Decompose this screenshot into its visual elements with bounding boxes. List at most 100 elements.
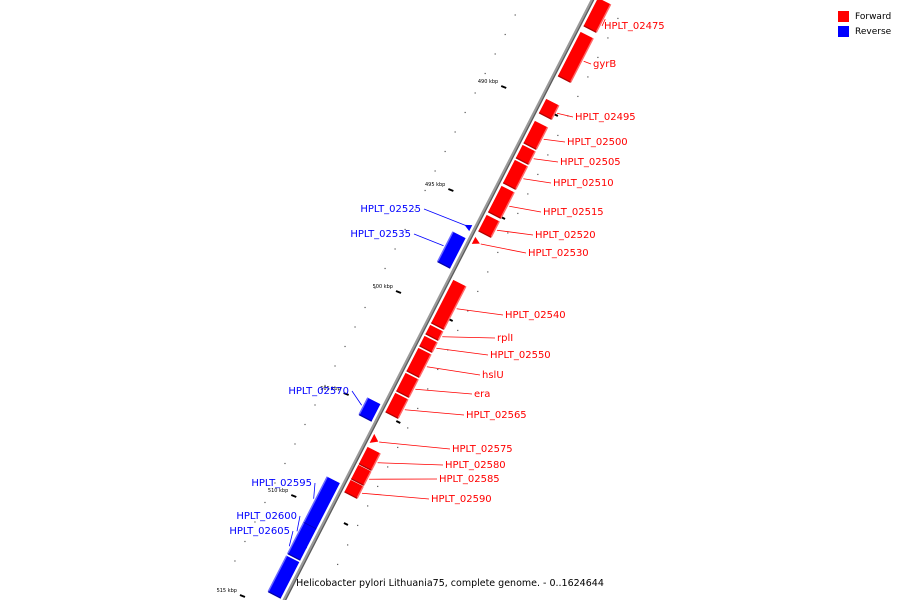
legend-item-reverse: Reverse — [838, 24, 891, 39]
track-dot — [254, 521, 256, 523]
track-dot — [397, 446, 399, 449]
gene-HPLT_02540 — [430, 279, 467, 330]
track-dot — [504, 33, 506, 36]
gene-label: HPLT_02525 — [360, 204, 421, 215]
track-dot — [607, 37, 609, 39]
gene-body — [437, 231, 466, 269]
gene-edge — [515, 157, 529, 165]
gene-highlight — [500, 191, 515, 219]
label-leader — [480, 243, 527, 254]
track-dot — [444, 150, 446, 153]
gene-label: HPLT_02550 — [490, 350, 551, 361]
gene-highlight — [287, 540, 296, 555]
track-dot — [507, 232, 509, 234]
track-dot — [597, 56, 599, 59]
gene-highlight — [418, 353, 432, 378]
track-dot — [294, 443, 296, 445]
gene-highlight — [437, 330, 444, 341]
track-dot — [404, 228, 406, 231]
gene-highlight — [431, 341, 438, 353]
gene-label: era — [474, 389, 490, 400]
gene-label: HPLT_02575 — [452, 444, 513, 455]
gene-edge — [350, 478, 365, 486]
label-leader — [379, 441, 451, 450]
gene-edge — [437, 261, 451, 269]
gene-label: HPLT_02475 — [604, 21, 665, 32]
tick-mark — [500, 85, 507, 89]
gene-HPLT_02505 — [515, 144, 536, 165]
label-leader — [601, 19, 606, 27]
tick-mark — [343, 522, 349, 526]
gene-highlight — [397, 398, 409, 419]
gene-edge — [396, 390, 410, 398]
track-dot — [387, 466, 389, 468]
gene-label: HPLT_02505 — [560, 157, 621, 168]
gene-HPLT_02500 — [523, 120, 549, 150]
gene-label: HPLT_02520 — [535, 230, 596, 241]
track-dot — [557, 134, 559, 137]
gene-label: HPLT_02565 — [466, 410, 527, 421]
label-leader — [509, 205, 542, 213]
gene-highlight — [569, 37, 594, 83]
gene-body — [558, 31, 594, 83]
gene-HPLT_02575 — [369, 433, 379, 443]
track-dot — [454, 131, 456, 133]
gene-edge — [583, 25, 597, 33]
tick-label: 490 kbp — [478, 79, 498, 85]
gene-highlight — [490, 220, 500, 238]
axis-shadow — [284, 0, 595, 600]
gene-body — [293, 522, 317, 549]
gene-highlight — [436, 231, 454, 263]
gene-body — [406, 347, 431, 378]
label-leader — [361, 492, 430, 500]
gene-highlight — [356, 485, 364, 499]
gene-highlight — [370, 452, 381, 471]
gene-edge — [538, 112, 552, 120]
track-dot — [427, 388, 429, 390]
track-dot — [274, 482, 276, 484]
track-dot — [434, 170, 436, 172]
gene-body — [303, 476, 340, 530]
genome-caption: Helicobacter pylori Lithuania75, complet… — [296, 578, 604, 589]
gene-label: HPLT_02600 — [236, 511, 297, 522]
track-dot — [484, 72, 486, 75]
track-dot — [547, 154, 549, 156]
gene-HPLT_02495 — [538, 98, 560, 120]
gene-label: HPLT_02540 — [505, 310, 566, 321]
gene-label: HPLT_02585 — [439, 474, 500, 485]
gene-highlight — [550, 104, 560, 120]
gene-label: HPLT_02595 — [251, 478, 312, 489]
track-dot — [264, 501, 266, 504]
gene-HPLT_02605 — [287, 540, 308, 561]
track-dot — [517, 212, 519, 215]
gene-labels: HPLT_02475 gyrB HPLT_02495 HPLT_02500 HPLT_0… — [229, 19, 665, 547]
gene-HPLT_02510 — [502, 159, 529, 190]
gene-body — [431, 279, 466, 330]
gene-highlight — [408, 378, 419, 398]
gene-HPLT_02590 — [344, 479, 364, 499]
label-leader — [436, 347, 489, 356]
track-dot — [334, 365, 336, 367]
gene-HPLT_02525 — [464, 224, 473, 232]
gene-highlight — [515, 165, 529, 190]
gene-highlight — [595, 3, 612, 33]
legend: Forward Reverse — [838, 9, 891, 39]
track-dot — [377, 485, 379, 488]
track-dot — [417, 407, 419, 410]
label-leader — [543, 138, 566, 143]
label-leader — [533, 158, 559, 163]
track-dot — [374, 287, 376, 289]
gene-features — [267, 0, 612, 599]
gene-body — [359, 397, 381, 422]
tick-label: 510 kbp — [268, 488, 288, 494]
gene-highlight — [363, 470, 372, 486]
track-dot — [354, 326, 356, 328]
gene-hslU — [406, 347, 432, 378]
gene-body — [425, 324, 443, 341]
track-dot — [364, 306, 366, 309]
gene-rplI — [425, 324, 444, 341]
track-dot — [467, 310, 469, 312]
axis-line — [282, 0, 595, 600]
track-dot — [304, 423, 306, 426]
gene-edge — [406, 370, 420, 378]
